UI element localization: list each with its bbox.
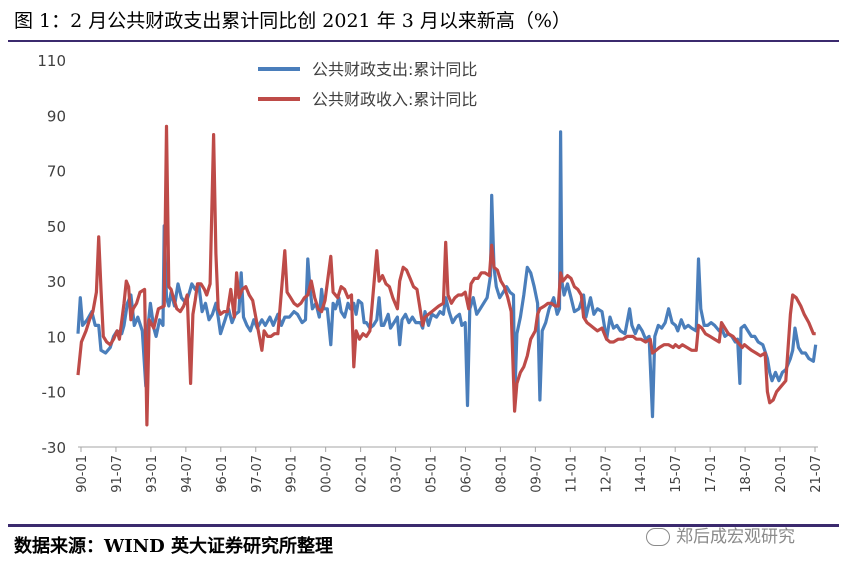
x-tick-label: 02-01 — [355, 455, 370, 493]
x-tick-label: 03-07 — [390, 455, 405, 493]
bottom-divider — [8, 524, 839, 527]
x-tick-label: 21-07 — [809, 455, 824, 493]
y-tick-label: 70 — [47, 163, 66, 181]
x-tick-label: 93-01 — [145, 455, 160, 493]
x-tick-label: 94-07 — [180, 455, 195, 493]
figure-title-bar: 图 1：2 月公共财政支出累计同比创 2021 年 3 月以来新高（%） — [0, 0, 847, 40]
x-tick-label: 09-07 — [529, 455, 544, 493]
x-tick-label: 12-07 — [599, 455, 614, 493]
y-tick-label: 50 — [47, 218, 66, 236]
x-tick-label: 14-01 — [634, 455, 649, 493]
x-tick-label: 15-07 — [669, 455, 684, 493]
y-tick-label: -10 — [42, 384, 67, 402]
x-tick-label: 96-01 — [215, 455, 230, 493]
x-tick-label: 20-01 — [774, 455, 789, 493]
y-axis: 110 90 70 50 30 10 -10 -30 — [37, 52, 66, 457]
x-tick-label: 99-01 — [285, 455, 300, 493]
line-chart: 110 90 70 50 30 10 -10 -30 90-01 91-07 93-01 94-07… — [37, 52, 824, 493]
y-tick-label: 10 — [47, 328, 66, 346]
x-tick-label: 05-01 — [425, 455, 440, 493]
series-revenue-line — [76, 124, 816, 427]
x-tick-label: 18-07 — [739, 455, 754, 493]
y-tick-label: 30 — [47, 273, 66, 291]
legend-label-expenditure: 公共财政支出:累计同比 — [312, 60, 477, 79]
legend-label-revenue: 公共财政收入:累计同比 — [312, 90, 477, 109]
wechat-icon — [646, 528, 670, 546]
y-tick-label: 90 — [47, 107, 66, 125]
watermark: 郑后成宏观研究 — [646, 522, 795, 547]
x-axis: 90-01 91-07 93-01 94-07 96-01 97-07 99-01 00-07… — [75, 446, 824, 493]
x-tick-label: 08-01 — [494, 455, 509, 493]
x-tick-label: 90-01 — [75, 455, 90, 493]
x-tick-label: 11-01 — [564, 455, 579, 493]
top-divider — [8, 40, 839, 42]
figure-title: 图 1：2 月公共财政支出累计同比创 2021 年 3 月以来新高（%） — [14, 10, 571, 32]
series-expenditure-line — [76, 130, 818, 419]
y-tick-label: -30 — [42, 439, 67, 457]
x-tick-label: 17-01 — [704, 455, 719, 493]
watermark-text: 郑后成宏观研究 — [676, 527, 795, 547]
x-tick-label: 91-07 — [110, 455, 125, 493]
source-note: 数据来源：WIND 英大证券研究所整理 — [14, 536, 333, 557]
series-group — [76, 124, 818, 427]
y-tick-label: 110 — [37, 52, 66, 70]
x-tick-label: 97-07 — [250, 455, 265, 493]
x-tick-label: 00-07 — [320, 455, 335, 493]
x-tick-label: 06-07 — [459, 455, 474, 493]
